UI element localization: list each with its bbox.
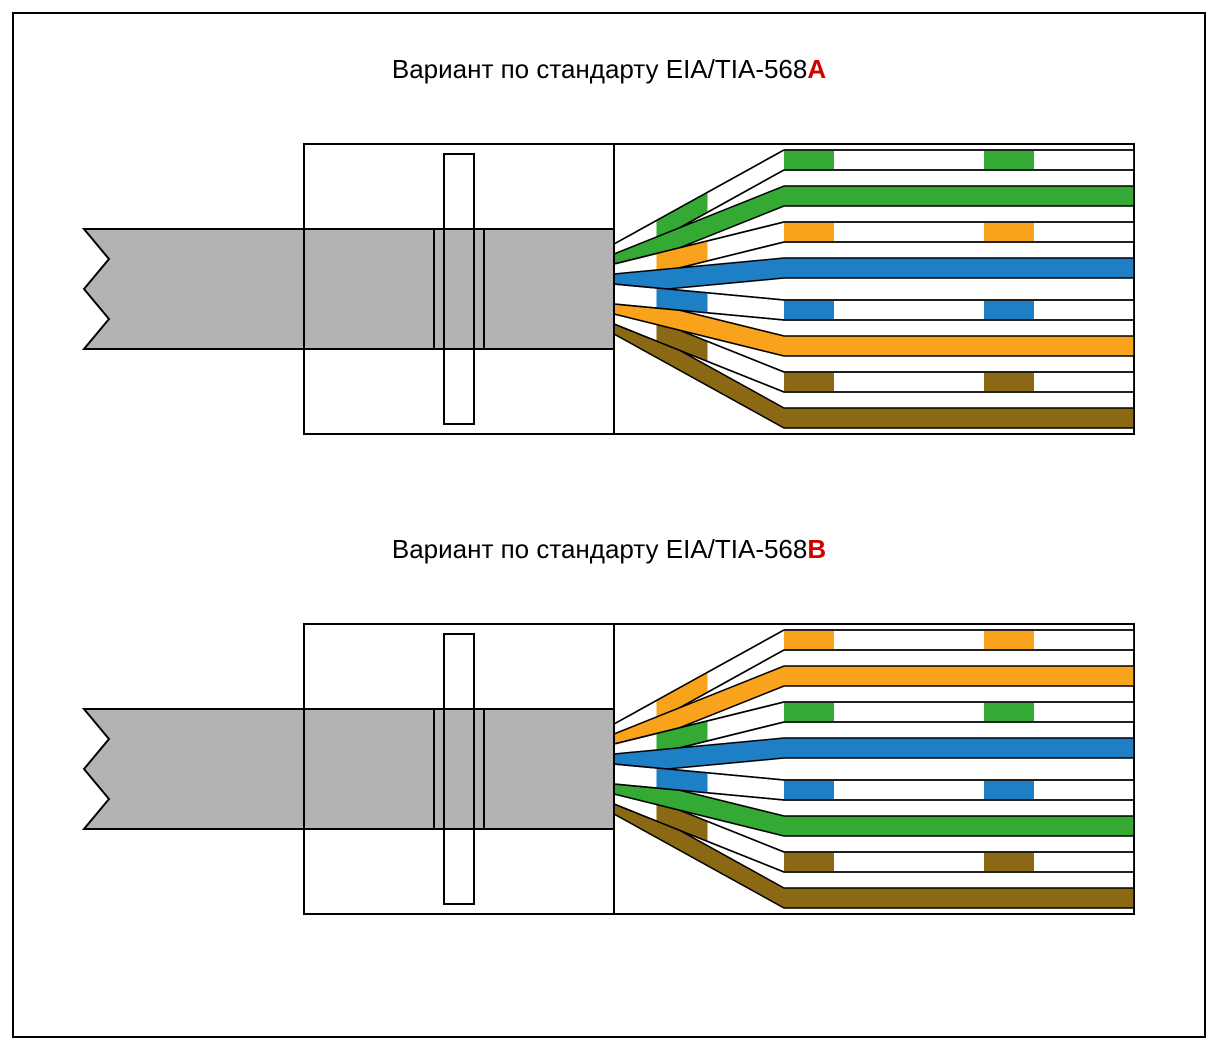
title-suffix: B: [807, 534, 826, 564]
wire-7-stripe-2: [984, 853, 1034, 871]
wire-7-stripe-0: [784, 853, 834, 871]
title-568a: Вариант по стандарту EIA/TIA-568A: [14, 54, 1204, 85]
wire-3-stripe-0: [784, 223, 834, 241]
wire-3-stripe-2: [984, 703, 1034, 721]
outer-frame: Вариант по стандарту EIA/TIA-568A Вариан…: [12, 12, 1206, 1038]
title-prefix: Вариант по стандарту EIA/TIA-568: [392, 54, 808, 84]
wire-1-stripe-0: [784, 151, 834, 169]
wire-3-stripe-2: [984, 223, 1034, 241]
title-prefix: Вариант по стандарту EIA/TIA-568: [392, 534, 808, 564]
wire-7-stripe-2: [984, 373, 1034, 391]
wire-5-stripe-0: [784, 301, 834, 319]
diagram-568a: [14, 94, 1208, 494]
wire-7-stripe-0: [784, 373, 834, 391]
wire-3-stripe-0: [784, 703, 834, 721]
wire-5-stripe-2: [984, 301, 1034, 319]
cable-jacket: [84, 229, 614, 349]
wire-1-stripe-2: [984, 151, 1034, 169]
cable-jacket: [84, 709, 614, 829]
wire-1-stripe-2: [984, 631, 1034, 649]
wire-1-stripe-0: [784, 631, 834, 649]
wire-5-stripe-0: [784, 781, 834, 799]
title-568b: Вариант по стандарту EIA/TIA-568B: [14, 534, 1204, 565]
title-suffix: A: [807, 54, 826, 84]
wire-5-stripe-2: [984, 781, 1034, 799]
diagram-568b: [14, 574, 1208, 974]
